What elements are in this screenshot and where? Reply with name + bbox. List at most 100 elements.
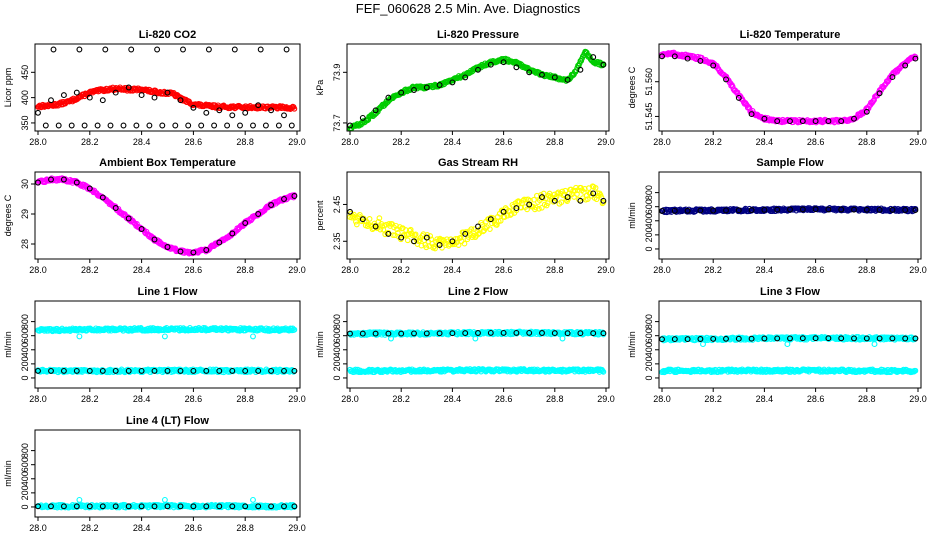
x-tick-label: 28.0 (29, 137, 47, 147)
point (86, 185, 93, 192)
point (398, 234, 405, 241)
point (159, 122, 166, 129)
point (590, 54, 597, 61)
point (564, 194, 571, 201)
point (600, 330, 607, 337)
plot-frame (34, 43, 301, 132)
point (475, 223, 481, 230)
point (216, 503, 223, 510)
point (912, 367, 919, 374)
x-tick-label: 29.0 (288, 394, 306, 404)
point (250, 496, 256, 503)
x-tick-label: 28.0 (653, 265, 671, 275)
point (76, 333, 83, 340)
point (659, 207, 665, 214)
point (151, 236, 158, 243)
point (475, 66, 481, 73)
point (587, 190, 594, 197)
point (581, 189, 587, 195)
point (889, 206, 896, 213)
x-tick-label: 29.0 (597, 265, 615, 275)
y-tick-label: 400 (644, 213, 654, 228)
point (275, 122, 282, 129)
x-tick-label: 28.6 (807, 265, 825, 275)
point (48, 503, 54, 510)
point (242, 220, 249, 226)
point (198, 122, 205, 129)
point (356, 211, 363, 218)
point (600, 197, 607, 204)
y-tick-label: 600 (20, 457, 30, 472)
point (86, 503, 93, 510)
series-average-6 (35, 367, 298, 374)
point (902, 335, 909, 342)
y-tick-label: 30 (20, 179, 30, 189)
point (281, 112, 287, 119)
point (86, 367, 93, 374)
x-tick-label: 29.0 (597, 137, 615, 147)
x-tick-label: 28.4 (756, 137, 774, 147)
point (526, 69, 533, 76)
point (774, 206, 781, 213)
series-average-8 (659, 335, 919, 343)
y-axis-label: ml/min (627, 331, 637, 358)
y-tick-label: 200 (332, 356, 342, 371)
point (462, 230, 469, 237)
point (268, 202, 275, 208)
panel-title: Gas Stream RH (438, 157, 518, 169)
point (526, 329, 533, 336)
point (432, 245, 438, 252)
point (468, 226, 475, 232)
x-tick-label: 28.8 (546, 394, 564, 404)
y-tick-label: 0 (644, 246, 654, 251)
x-tick-label: 28.8 (546, 265, 564, 275)
point (436, 82, 443, 88)
panel-title: Ambient Box Temperature (99, 157, 236, 169)
point (863, 335, 870, 342)
point (487, 329, 494, 336)
series-raw-0 (35, 84, 298, 112)
y-tick-label: 200 (20, 485, 30, 500)
point (404, 237, 411, 244)
point (177, 503, 184, 510)
point (774, 335, 781, 342)
point (761, 115, 768, 122)
point (268, 367, 275, 374)
point (600, 369, 607, 375)
point (203, 109, 210, 116)
point (164, 367, 171, 374)
y-tick-label: 51.560 (644, 68, 654, 96)
point (544, 200, 551, 207)
point (177, 248, 184, 255)
x-tick-label: 29.0 (597, 394, 615, 404)
x-tick-label: 28.6 (185, 265, 203, 275)
y-tick-label: 450 (20, 65, 30, 80)
panel-title: Line 4 (LT) Flow (126, 415, 209, 427)
panel-title: Line 1 Flow (138, 286, 198, 298)
point (151, 503, 158, 510)
point (659, 336, 665, 343)
y-tick-label: 400 (332, 342, 342, 357)
point (359, 216, 366, 223)
point (190, 367, 197, 374)
point (423, 244, 430, 251)
y-tick-label: 200 (644, 227, 654, 242)
x-tick-label: 28.0 (341, 265, 359, 275)
x-tick-label: 29.0 (288, 137, 306, 147)
point (73, 367, 80, 374)
point (133, 122, 140, 129)
point (125, 215, 132, 222)
point (60, 367, 67, 374)
x-tick-label: 28.4 (444, 394, 462, 404)
plot-frame (346, 171, 610, 260)
point (838, 118, 845, 125)
x-tick-label: 29.0 (288, 265, 306, 275)
point (216, 367, 223, 374)
x-tick-label: 28.2 (704, 137, 722, 147)
x-tick-label: 28.0 (29, 394, 47, 404)
y-tick-label: 51.545 (644, 103, 654, 131)
point (283, 46, 290, 53)
